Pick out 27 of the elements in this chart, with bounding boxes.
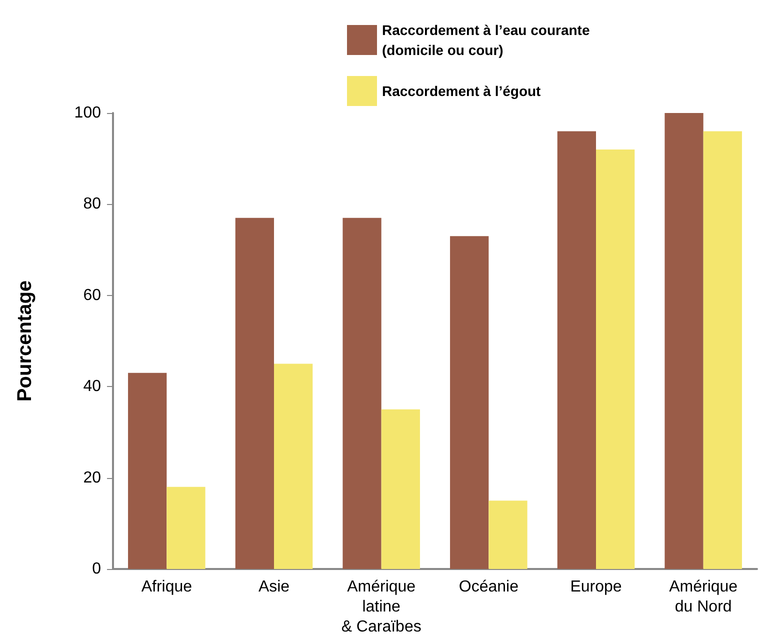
x-tick-label: Asie [258, 578, 290, 596]
bar [274, 364, 313, 569]
bar [703, 131, 742, 569]
y-tick-label: 0 [92, 560, 102, 578]
x-tick-label: Amérique du Nord [669, 578, 738, 616]
bar [128, 372, 167, 569]
y-tick-label: 60 [83, 286, 102, 304]
x-tick-label: Europe [570, 578, 622, 596]
x-tick-label: Amérique latine & Caraïbes [341, 578, 422, 636]
y-axis-title: Pourcentage [14, 280, 36, 402]
y-tick-label: 40 [83, 378, 102, 396]
y-tick-label: 80 [83, 196, 102, 213]
bar [596, 149, 635, 569]
y-tick-label: 100 [74, 104, 102, 122]
bar [166, 486, 206, 569]
bar [342, 218, 382, 569]
legend-label: Raccordement à l’eau courante (domicile ou cour) [382, 22, 590, 58]
bar [450, 236, 489, 569]
bar [488, 500, 528, 569]
bar [381, 409, 420, 569]
legend-label: Raccordement à l’égout [382, 83, 542, 99]
x-tick-label: Afrique [141, 578, 192, 596]
bar [557, 131, 596, 569]
y-tick-label: 20 [83, 469, 102, 486]
bar [664, 113, 704, 569]
x-tick-label: Océanie [458, 578, 519, 596]
bar [235, 218, 274, 569]
